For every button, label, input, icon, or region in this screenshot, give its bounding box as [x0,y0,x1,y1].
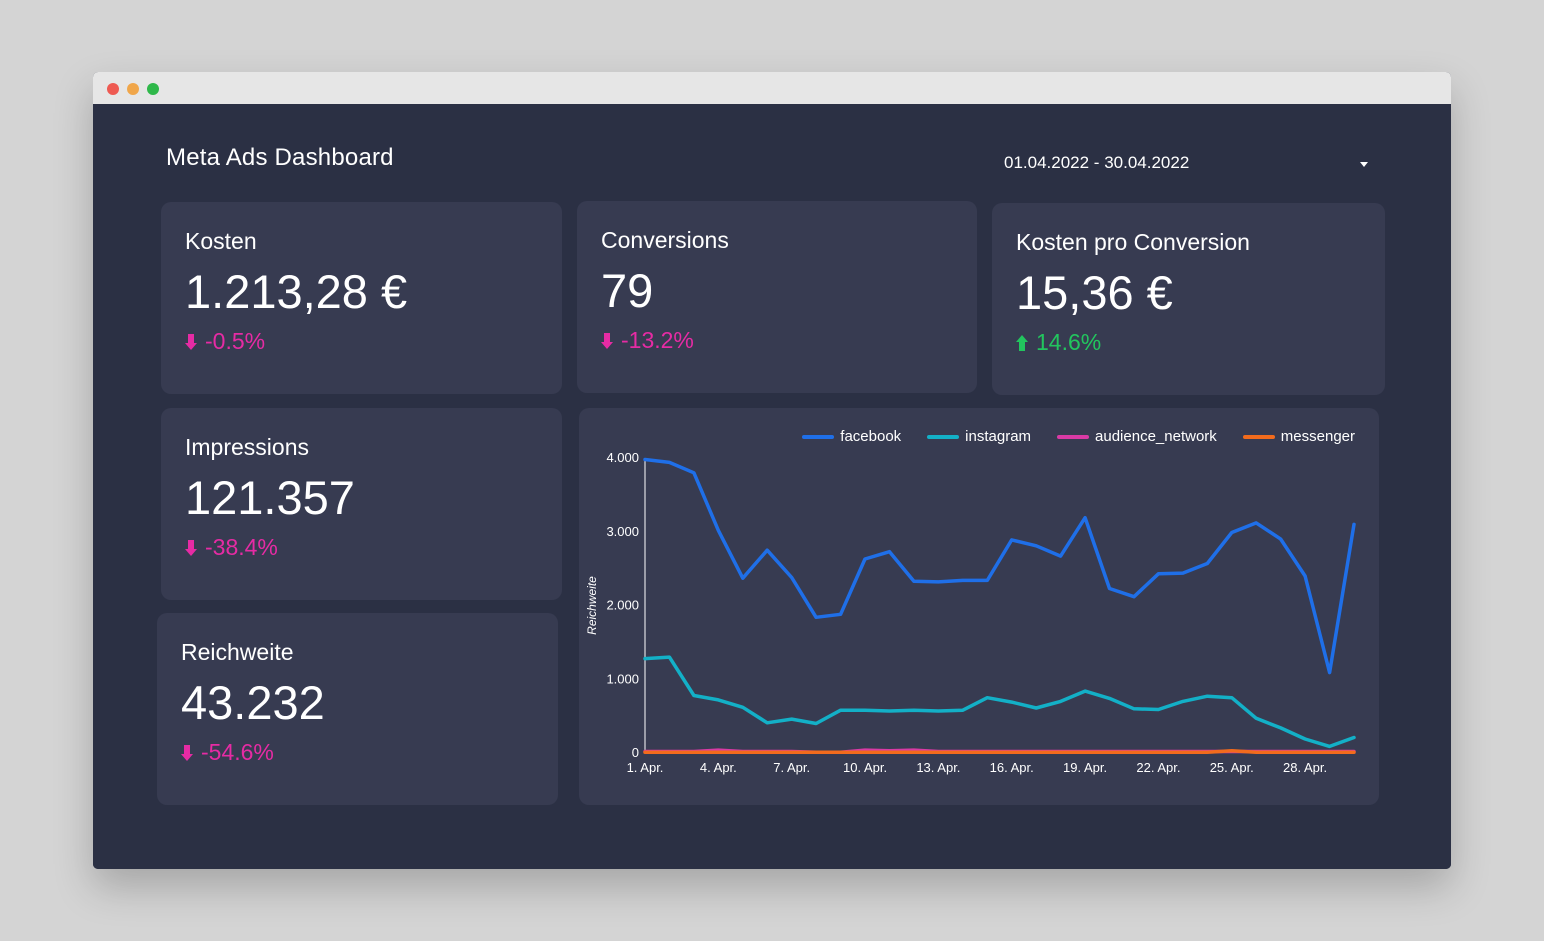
kpi-delta-value: -13.2% [621,327,694,353]
chevron-down-icon[interactable] [1360,162,1368,167]
minimize-window-button[interactable] [127,83,139,95]
legend-item-audience-network[interactable]: audience_network [1057,428,1217,445]
legend-swatch [1242,434,1275,439]
x-tick-label: 1. Apr. [627,760,664,775]
x-tick-label: 4. Apr. [700,760,737,775]
close-window-button[interactable] [107,83,119,95]
kpi-value: 1.213,28 € [185,265,408,318]
legend-label: instagram [965,428,1032,445]
legend-label: audience_network [1095,428,1217,445]
arrow-down-icon [185,334,197,350]
kpi-card-conversions: Conversions 79 -13.2% [577,201,977,393]
legend-label: messenger [1280,428,1355,445]
legend-swatch [802,434,835,439]
y-tick-label: 4.000 [606,450,639,465]
kpi-label: Kosten [185,228,257,254]
kpi-card-impressions: Impressions 121.357 -38.4% [161,408,562,600]
x-tick-label: 13. Apr. [916,760,960,775]
x-tick-label: 16. Apr. [990,760,1034,775]
legend-item-messenger[interactable]: messenger [1242,428,1355,445]
x-tick-label: 25. Apr. [1210,760,1254,775]
maximize-window-button[interactable] [147,83,159,95]
x-tick-label: 22. Apr. [1136,760,1180,775]
kpi-delta-value: -0.5% [205,328,266,354]
legend-swatch [1057,434,1090,439]
kpi-label: Kosten pro Conversion [1016,229,1250,255]
browser-window: Meta Ads Dashboard 01.04.2022 - 30.04.20… [93,72,1451,869]
kpi-delta: -13.2% [601,327,694,354]
chart-legend: facebook instagram audience_network mess… [802,428,1355,445]
y-axis-title: Reichweite [585,576,599,635]
kpi-value: 15,36 € [1016,266,1173,319]
kpi-delta: -38.4% [185,534,278,561]
arrow-down-icon [185,540,197,556]
series-line-instagram [643,655,1356,749]
kpi-label: Impressions [185,434,309,460]
arrow-down-icon [181,745,193,761]
legend-label: facebook [840,428,902,445]
legend-item-facebook[interactable]: facebook [802,428,901,445]
reichweite-chart-card: facebook instagram audience_network mess… [579,408,1379,805]
legend-swatch [927,434,960,439]
series-line-messenger [643,749,1356,755]
kpi-card-kosten: Kosten 1.213,28 € -0.5% [161,202,562,394]
kpi-card-reichweite: Reichweite 43.232 -54.6% [157,613,558,805]
kpi-value: 79 [601,264,654,317]
kpi-delta: -0.5% [185,328,265,355]
x-tick-label: 28. Apr. [1283,760,1327,775]
page-title: Meta Ads Dashboard [166,144,394,171]
window-titlebar [93,72,1451,104]
arrow-up-icon [1016,335,1028,351]
date-range-value: 01.04.2022 - 30.04.2022 [1004,153,1190,172]
x-tick-label: 19. Apr. [1063,760,1107,775]
kpi-value: 43.232 [181,676,325,729]
legend-item-instagram[interactable]: instagram [927,428,1031,445]
date-range-picker[interactable]: 01.04.2022 - 30.04.2022 [998,150,1368,178]
kpi-card-kosten-pro-conversion: Kosten pro Conversion 15,36 € 14.6% [992,203,1385,395]
kpi-delta-value: 14.6% [1036,329,1102,355]
kpi-delta: 14.6% [1016,329,1101,356]
y-tick-label: 0 [632,745,639,760]
x-tick-label: 10. Apr. [843,760,887,775]
line-chart: 0 1.000 2.000 3.000 4.000 Reichweite 1. Apr. 4.… [585,450,1356,775]
arrow-down-icon [601,333,613,349]
kpi-value: 121.357 [185,471,355,524]
x-tick-label: 7. Apr. [773,760,810,775]
y-tick-label: 1.000 [606,671,639,686]
kpi-delta-value: -54.6% [201,739,274,765]
kpi-label: Conversions [601,227,729,253]
kpi-label: Reichweite [181,639,294,665]
kpi-delta: -54.6% [181,739,274,766]
kpi-delta-value: -38.4% [205,534,278,560]
y-tick-label: 3.000 [606,524,639,539]
y-tick-label: 2.000 [606,598,639,613]
dashboard: Meta Ads Dashboard 01.04.2022 - 30.04.20… [93,104,1451,869]
series-line-facebook [643,457,1356,675]
